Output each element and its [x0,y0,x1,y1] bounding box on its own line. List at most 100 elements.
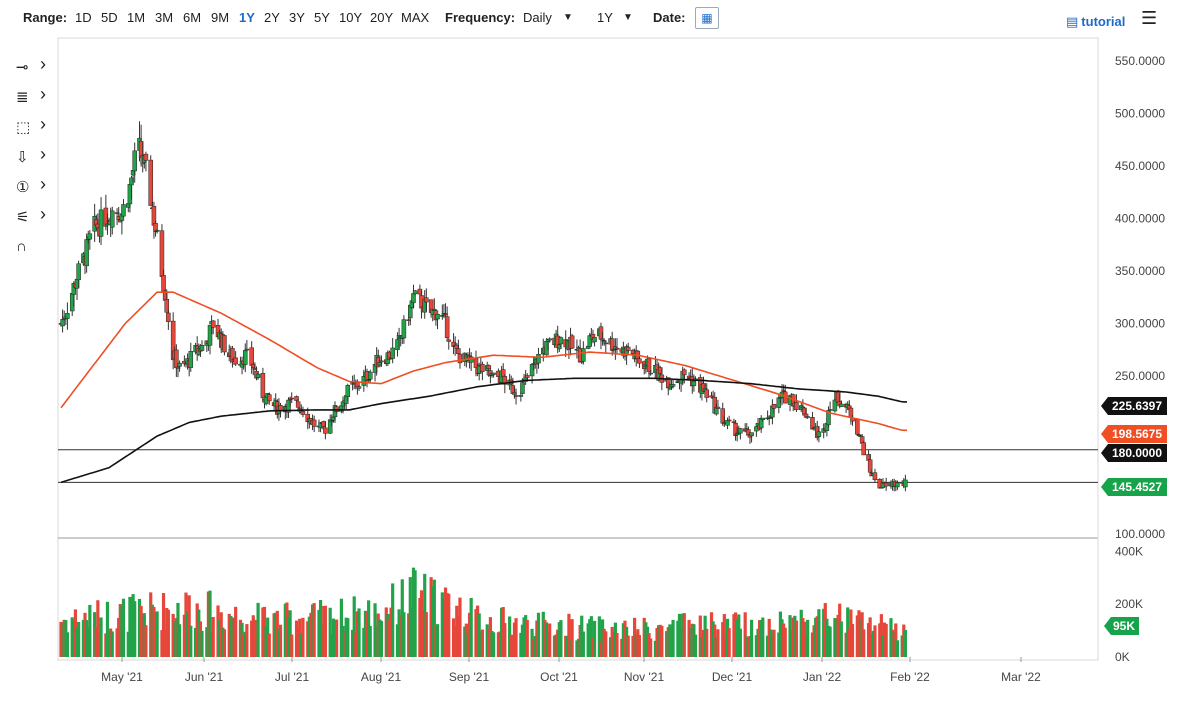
volume-bar [251,615,255,657]
volume-bar [756,628,760,657]
volume-bar [894,623,898,657]
range-button-max[interactable]: MAX [401,10,430,25]
volume-bar [432,579,436,657]
volume-bar [580,615,584,657]
volume-bar [296,627,300,657]
chevron-right-icon[interactable]: › [40,144,46,164]
volume-bar [700,637,704,657]
volume-bar [365,611,369,657]
volume-bar [690,623,694,657]
volume-bar [791,617,795,657]
chevron-right-icon[interactable]: › [40,174,46,194]
range-button-9m[interactable]: 9M [211,10,230,25]
volume-bar [889,618,893,657]
range-button-5d[interactable]: 5D [101,10,118,25]
volume-bar [660,625,664,657]
volume-bar [96,600,100,657]
range-button-1m[interactable]: 1M [127,10,146,25]
volume-bar [709,612,714,657]
volume-bar [267,633,271,657]
volume-bar [227,613,231,657]
frequency-select[interactable]: Daily [523,10,552,25]
volume-bar [355,611,360,657]
range-button-2y[interactable]: 2Y [264,10,280,25]
volume-bar [354,632,358,657]
candle-body [518,395,524,397]
chevron-right-icon[interactable]: › [40,204,46,224]
volume-bar [322,605,326,657]
volume-bar [871,630,875,657]
volume-bar [868,617,872,657]
volume-bar [456,615,460,657]
sidebar-tool-3[interactable]: ⇩ › [14,144,54,170]
volume-bar [666,627,670,657]
candle-body [177,362,182,367]
volume-bar [822,608,826,657]
volume-bar [387,620,392,657]
volume-bar [711,621,715,657]
volume-bar [881,635,885,657]
range-button-1d[interactable]: 1D [75,10,92,25]
frequency-chevron-down-icon[interactable]: ▼ [563,12,573,23]
candle-body [110,210,115,228]
candle-body [188,350,194,368]
volume-bar [612,631,616,657]
volume-bar [746,637,750,657]
volume-bar [801,617,805,657]
volume-bar [408,577,412,657]
sidebar-tool-4[interactable]: ① › [14,174,54,200]
volume-bar [604,631,608,657]
sidebar-tool-5[interactable]: ⚟ › [14,204,54,230]
hamburger-menu-icon[interactable]: ☰ [1141,8,1158,28]
range-button-3y[interactable]: 3Y [289,10,305,25]
sidebar-tool-1[interactable]: ≣ › [14,84,54,110]
volume-bar [621,623,625,657]
chevron-right-icon[interactable]: › [40,84,46,104]
volume-bar [716,629,720,657]
volume-bar [788,615,792,657]
volume-bar [193,627,198,657]
range-button-3m[interactable]: 3M [155,10,174,25]
candle-body [164,299,169,313]
price-tick-label: 300.0000 [1115,317,1165,331]
chevron-right-icon[interactable]: › [40,54,46,74]
range-button-1y[interactable]: 1Y [239,10,255,25]
volume-bar [272,613,276,657]
volume-bar [766,635,770,657]
x-axis-label: Nov '21 [624,670,665,684]
volume-bar [727,628,731,657]
tutorial-link[interactable]: ▤ tutorial [1066,14,1125,30]
candle-body [294,396,299,401]
chevron-right-icon[interactable]: › [40,114,46,134]
volume-bar [234,606,238,657]
volume-bar [793,615,797,657]
range-button-6m[interactable]: 6M [183,10,202,25]
toolbar: Range: 1D 5D 1M 3M 6M 9M 1Y 2Y 3Y 5Y 10Y… [0,0,1181,36]
range-button-10y[interactable]: 10Y [339,10,363,25]
volume-bar [665,631,669,657]
volume-bar [642,617,646,657]
volume-bar [525,619,529,657]
volume-bar [847,628,851,657]
period-select[interactable]: 1Y [597,10,613,25]
volume-bar [64,620,68,657]
volume-bar [245,624,249,657]
volume-bar [254,635,259,657]
sidebar-tool-6[interactable]: ∩ [14,236,54,260]
volume-bar [487,628,491,657]
sidebar-tool-2[interactable]: ⬚ › [14,114,54,140]
period-chevron-down-icon[interactable]: ▼ [623,12,633,23]
volume-bar [306,621,310,657]
volume-bar [903,629,907,657]
sidebar-tool-0[interactable]: ⊸ › [14,54,54,80]
range-button-20y[interactable]: 20Y [370,10,394,25]
volume-bar [418,597,422,657]
volume-bar [469,597,473,657]
volume-bar [610,626,614,657]
candle-body [839,403,844,407]
volume-bar [307,616,311,657]
range-button-5y[interactable]: 5Y [314,10,330,25]
volume-bar [631,635,635,657]
calendar-icon[interactable]: ▦ [695,7,719,29]
